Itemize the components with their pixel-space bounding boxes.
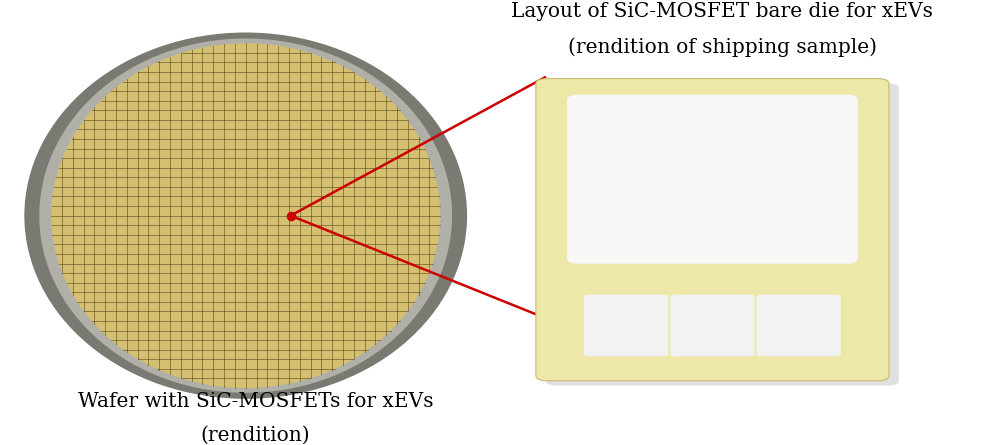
Text: (rendition): (rendition) <box>201 426 310 445</box>
FancyBboxPatch shape <box>584 295 668 356</box>
FancyBboxPatch shape <box>670 295 755 356</box>
Text: Layout of SiC-MOSFET bare die for xEVs: Layout of SiC-MOSFET bare die for xEVs <box>511 2 933 21</box>
Ellipse shape <box>24 32 467 399</box>
FancyBboxPatch shape <box>536 79 889 381</box>
Point <box>283 212 299 219</box>
FancyBboxPatch shape <box>546 83 899 385</box>
Ellipse shape <box>39 39 452 393</box>
Text: Wafer with SiC-MOSFETs for xEVs: Wafer with SiC-MOSFETs for xEVs <box>78 392 433 411</box>
Ellipse shape <box>51 43 440 388</box>
Text: (rendition of shipping sample): (rendition of shipping sample) <box>568 38 877 57</box>
FancyBboxPatch shape <box>756 295 841 356</box>
FancyBboxPatch shape <box>567 95 858 264</box>
